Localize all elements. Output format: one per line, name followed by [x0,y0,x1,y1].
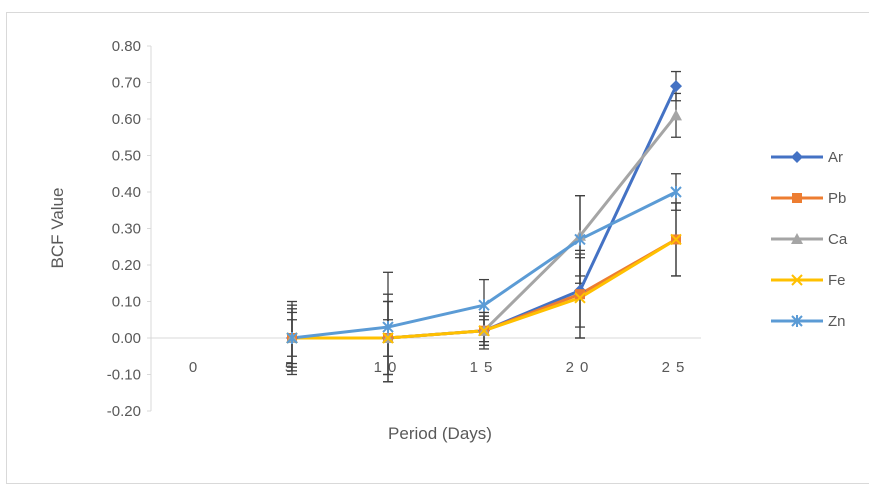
y-axis-label: BCF Value [48,188,67,269]
data-point-fe [574,292,586,304]
y-tick-label: -0.20 [107,403,141,420]
legend-marker [791,274,803,286]
data-point-pb [575,289,585,300]
data-point-fe [382,332,394,344]
legend-label: Zn [828,313,846,330]
y-tick-label: 0.00 [112,330,141,347]
chart-frame: -0.20 -0.10 0.00 0.10 0.20 0.30 0.40 0.50 0.60 0.… [6,12,869,484]
x-tick-label: 10 [374,359,403,376]
legend-marker [791,233,803,244]
legend: Ar Pb Ca Fe Zn [771,149,848,330]
data-point-ar [670,80,682,93]
legend-marker [791,315,803,327]
legend-label: Ar [828,149,843,166]
data-point-zn [382,321,394,334]
legend-marker [792,193,802,203]
legend-item-fe: Fe [771,272,846,289]
y-tick-label: 0.20 [112,257,141,274]
x-tick-label: 20 [566,359,595,376]
data-point-zn [574,233,586,246]
series-markers [286,80,682,344]
data-point-zn [478,299,490,312]
axes: -0.20 -0.10 0.00 0.10 0.20 0.30 0.40 0.50 0.60 0.… [107,38,701,420]
legend-label: Pb [828,190,846,207]
data-point-ca [670,109,682,121]
data-point-zn [670,186,682,198]
y-tick-label: 0.50 [112,148,141,165]
x-tick-label: 25 [662,359,691,376]
y-tick-label: 0.30 [112,221,141,238]
legend-item-ar: Ar [771,149,843,166]
legend-marker [791,151,803,163]
y-tick-label: 0.80 [112,38,141,55]
legend-item-pb: Pb [771,190,846,207]
line-chart: -0.20 -0.10 0.00 0.10 0.20 0.30 0.40 0.50 0.60 0.… [48,38,848,443]
y-tick-label: 0.60 [112,111,141,128]
x-tick-label: 15 [470,359,499,376]
x-axis-label: Period (Days) [388,424,492,443]
legend-item-ca: Ca [771,231,848,248]
legend-item-zn: Zn [771,313,846,330]
data-point-fe [478,324,490,337]
y-tick-label: 0.10 [112,294,141,311]
data-point-zn [286,332,298,344]
legend-label: Ca [828,231,848,248]
y-tick-label: -0.10 [107,367,141,384]
y-tick-label: 0.40 [112,184,141,201]
legend-label: Fe [828,272,846,289]
y-tick-label: 0.70 [112,75,141,92]
data-point-fe [670,233,682,246]
x-tick-label: 0 [189,359,203,376]
